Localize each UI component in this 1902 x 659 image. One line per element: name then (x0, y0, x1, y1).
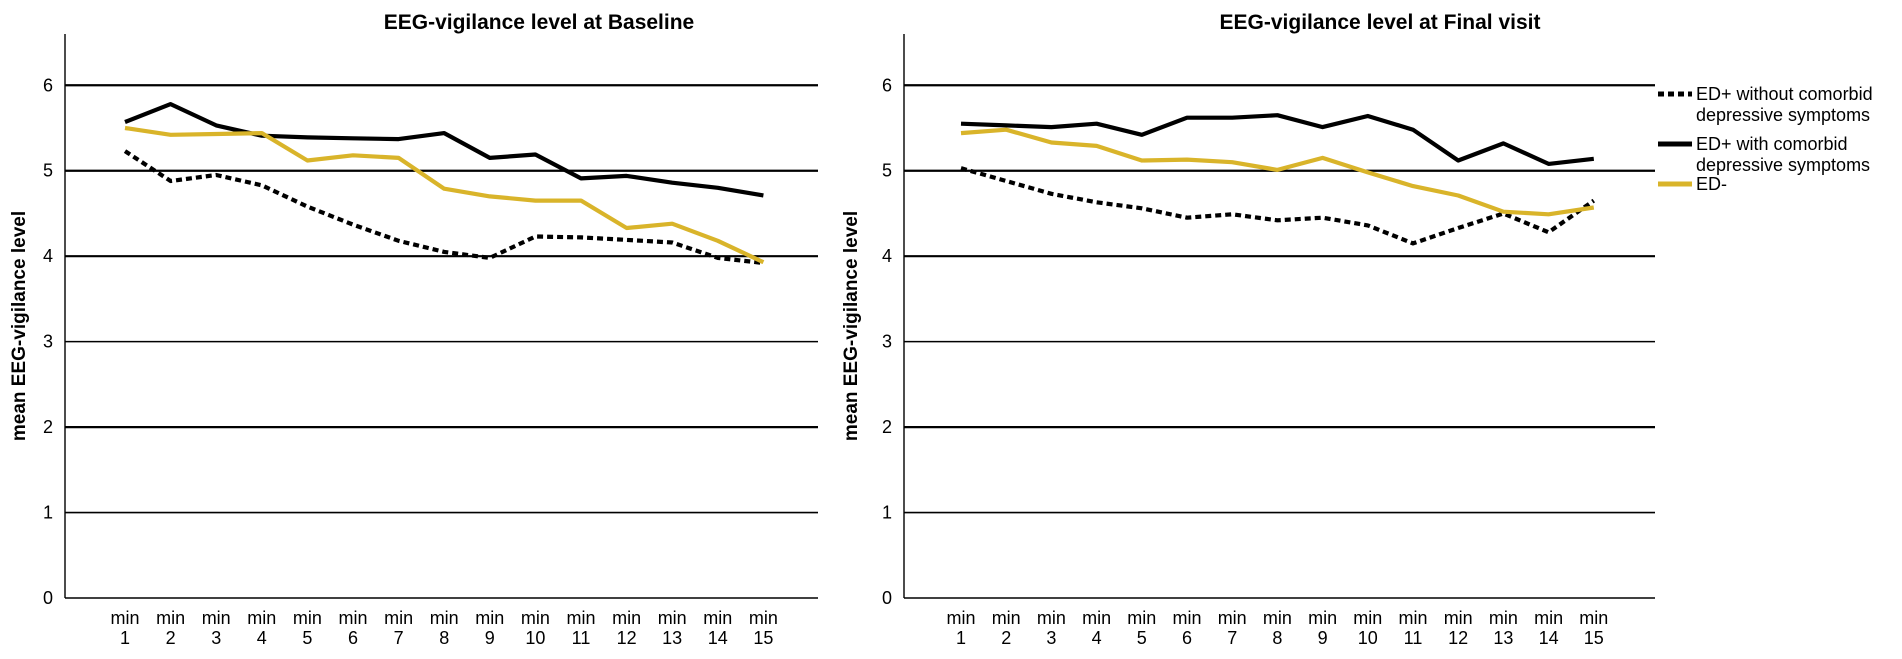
y-tick-label: 1 (882, 503, 892, 523)
x-tick-label: min (1263, 608, 1292, 628)
x-tick-label: 8 (1272, 628, 1282, 648)
legend-label: ED- (1696, 174, 1727, 194)
x-tick-label: min (1398, 608, 1427, 628)
x-tick-label: min (521, 608, 550, 628)
x-tick-label: min (384, 608, 413, 628)
x-tick-label: min (1579, 608, 1608, 628)
x-tick-label: min (1037, 608, 1066, 628)
x-tick-label: 7 (1227, 628, 1237, 648)
series-line-ed-plus-without-depression (960, 166, 1596, 246)
x-tick-label: 14 (1539, 628, 1559, 648)
y-tick-label: 4 (882, 246, 892, 266)
y-tick-label: 2 (43, 417, 53, 437)
series-line-ed-plus-with-depression (124, 101, 764, 198)
x-tick-label: min (1534, 608, 1563, 628)
x-tick-label: min (338, 608, 367, 628)
x-tick-label: min (992, 608, 1021, 628)
x-tick-label: 1 (120, 628, 130, 648)
y-tick-label: 0 (43, 588, 53, 608)
x-tick-label: 14 (708, 628, 728, 648)
y-tick-label: 3 (882, 332, 892, 352)
x-tick-label: min (110, 608, 139, 628)
x-tick-label: min (612, 608, 641, 628)
y-tick-label: 5 (882, 161, 892, 181)
x-tick-label: min (202, 608, 231, 628)
x-tick-label: 7 (394, 628, 404, 648)
baseline-chart: EEG-vigilance level at Baseline 0123456m… (9, 11, 818, 648)
y-tick-label: 3 (43, 332, 53, 352)
y-tick-label: 0 (882, 588, 892, 608)
series-line-ed-plus-with-depression (960, 113, 1595, 166)
legend-label: ED+ without comorbid (1696, 84, 1873, 104)
series-line-ed-minus (960, 127, 1595, 217)
x-tick-label: 13 (1493, 628, 1513, 648)
x-tick-label: 6 (1182, 628, 1192, 648)
x-tick-label: 8 (439, 628, 449, 648)
x-tick-label: min (703, 608, 732, 628)
x-tick-label: 2 (1001, 628, 1011, 648)
series-line-ed-minus (124, 125, 765, 265)
x-tick-label: 11 (572, 628, 591, 648)
x-tick-label: min (1172, 608, 1201, 628)
x-tick-label: 12 (617, 628, 637, 648)
x-tick-label: 5 (1137, 628, 1147, 648)
x-tick-label: 9 (485, 628, 495, 648)
x-tick-label: 11 (1404, 628, 1423, 648)
y-tick-label: 6 (43, 75, 53, 95)
x-tick-label: min (475, 608, 504, 628)
x-tick-label: min (946, 608, 975, 628)
x-tick-label: min (430, 608, 459, 628)
x-tick-label: min (658, 608, 687, 628)
chart-title: EEG-vigilance level at Baseline (384, 11, 694, 34)
x-tick-label: min (749, 608, 778, 628)
x-tick-label: 6 (348, 628, 358, 648)
chart-title: EEG-vigilance level at Final visit (1220, 11, 1541, 34)
legend-label: depressive symptoms (1696, 155, 1870, 175)
y-tick-label: 2 (882, 417, 892, 437)
y-tick-label: 6 (882, 75, 892, 95)
x-tick-label: min (1082, 608, 1111, 628)
x-tick-label: 9 (1318, 628, 1328, 648)
x-tick-label: 10 (525, 628, 545, 648)
x-tick-label: min (1127, 608, 1156, 628)
x-tick-label: min (1444, 608, 1473, 628)
x-tick-label: 15 (1584, 628, 1604, 648)
legend-label: depressive symptoms (1696, 105, 1870, 125)
x-tick-label: min (566, 608, 595, 628)
x-tick-label: 3 (1046, 628, 1056, 648)
x-tick-label: 5 (302, 628, 312, 648)
y-axis-label: mean EEG-vigilance level (841, 211, 862, 441)
x-tick-label: 1 (956, 628, 966, 648)
x-tick-label: 2 (166, 628, 176, 648)
x-tick-label: min (1218, 608, 1247, 628)
x-tick-label: 12 (1448, 628, 1468, 648)
legend-label: ED+ with comorbid (1696, 134, 1848, 154)
y-tick-label: 5 (43, 161, 53, 181)
y-tick-label: 1 (43, 503, 53, 523)
y-axis-label: mean EEG-vigilance level (9, 211, 30, 441)
x-tick-label: min (1308, 608, 1337, 628)
x-tick-label: min (293, 608, 322, 628)
x-tick-label: 4 (1092, 628, 1102, 648)
x-tick-label: 13 (662, 628, 682, 648)
x-tick-label: min (1353, 608, 1382, 628)
x-tick-label: 10 (1358, 628, 1378, 648)
final-visit-chart: EEG-vigilance level at Final visit 01234… (841, 11, 1655, 648)
x-tick-label: 4 (257, 628, 267, 648)
x-tick-label: min (1489, 608, 1518, 628)
x-tick-label: 15 (753, 628, 773, 648)
x-tick-label: min (156, 608, 185, 628)
x-tick-label: 3 (211, 628, 221, 648)
series-line-ed-plus-without-depression (123, 149, 764, 266)
x-tick-label: min (247, 608, 276, 628)
y-tick-label: 4 (43, 246, 53, 266)
